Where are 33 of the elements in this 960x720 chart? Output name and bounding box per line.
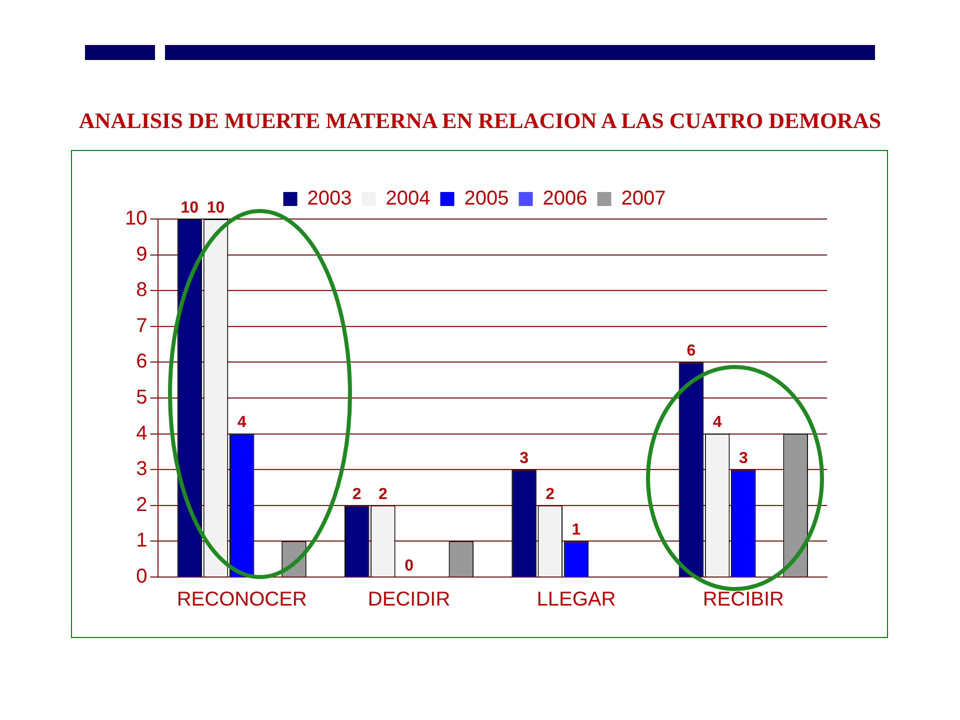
y-tick-label: 8: [136, 279, 148, 302]
x-tick-label: RECONOCER: [176, 588, 307, 611]
data-label: 1: [572, 522, 581, 539]
y-tick-label: 4: [136, 422, 148, 444]
x-tick-label: RECIBIR: [702, 588, 784, 611]
legend-label: 2007: [621, 188, 666, 210]
legend-label: 2003: [307, 188, 352, 210]
y-tick-label: 1: [136, 530, 148, 552]
y-tick-label: 5: [136, 386, 148, 409]
y-tick-label: 2: [136, 494, 148, 516]
x-tick-label: LLEGAR: [536, 588, 616, 611]
data-label: 2: [352, 486, 362, 503]
y-tick-label: 10: [124, 208, 148, 230]
data-label: 0: [404, 557, 414, 574]
y-tick-label: 0: [136, 566, 148, 588]
y-tick-label: 7: [136, 314, 148, 337]
legend-label: 2006: [542, 188, 588, 210]
data-label: 4: [237, 414, 246, 432]
data-label: 2: [546, 486, 555, 503]
y-tick-label: 6: [136, 350, 148, 373]
data-label: 4: [712, 414, 722, 432]
data-label: 10: [206, 199, 225, 216]
y-tick-label: 3: [136, 458, 148, 480]
data-label: 2: [378, 486, 388, 503]
legend-label: 2005: [464, 188, 509, 210]
chart-title: ANALISIS DE MUERTE MATERNA EN RELACION A LAS CUATRO DEMORAS: [78, 108, 882, 134]
legend-label: 2004: [386, 188, 430, 210]
data-label: 3: [520, 450, 529, 468]
data-label: 3: [738, 450, 748, 468]
data-label: 6: [686, 342, 696, 360]
data-label: 10: [180, 199, 199, 216]
x-tick-label: DECIDIR: [368, 588, 450, 611]
y-tick-label: 9: [136, 243, 148, 266]
